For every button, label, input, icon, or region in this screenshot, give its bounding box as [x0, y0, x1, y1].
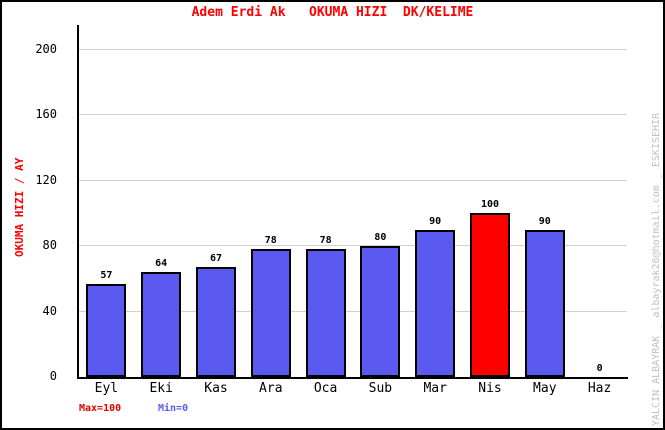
- gridline: [79, 179, 627, 181]
- y-tick-label: 40: [42, 303, 57, 318]
- bar: [250, 249, 291, 377]
- bar: [470, 213, 510, 377]
- x-tick-label: Kas: [204, 381, 228, 396]
- x-tick-label: Haz: [587, 381, 612, 396]
- x-tick-label: Eyl: [94, 381, 119, 396]
- min-annotation: Min=0: [158, 403, 189, 414]
- bar-value-label: 78: [264, 235, 277, 246]
- bar: [524, 230, 565, 377]
- bar-value-label: 64: [155, 258, 168, 269]
- y-tick-label: 120: [35, 172, 57, 187]
- gridline: [79, 114, 627, 116]
- x-tick-label: Oca: [313, 381, 338, 396]
- gridline: [79, 310, 627, 312]
- x-tick-label: Ara: [259, 381, 283, 396]
- plot-area: [77, 25, 628, 379]
- bar-value-label: 90: [429, 216, 442, 227]
- watermark-text: YALCIN ALBAYRAK _ albayrak26@hotmail.com…: [651, 112, 662, 426]
- bar-value-label: 0: [596, 363, 603, 374]
- x-tick-label: Mar: [423, 381, 447, 396]
- bar-value-label: 67: [209, 253, 223, 264]
- y-tick-label: 160: [35, 107, 57, 122]
- max-annotation: Max=100: [79, 403, 122, 414]
- bar: [196, 267, 236, 377]
- y-tick-label: 0: [49, 369, 57, 383]
- x-tick-label: Nis: [478, 381, 502, 396]
- bar-value-label: 80: [374, 232, 387, 243]
- bar: [415, 230, 456, 377]
- bar-value-label: 57: [100, 270, 113, 281]
- bar-value-label: 78: [319, 235, 332, 246]
- bar-value-label: 90: [538, 216, 551, 227]
- y-tick-label: 200: [35, 41, 57, 56]
- chart-title: Adem Erdi Ak OKUMA HIZI DK/KELIME: [191, 5, 474, 20]
- x-tick-label: Eki: [149, 381, 173, 396]
- bar: [86, 284, 127, 377]
- y-tick-label: 80: [42, 238, 57, 253]
- gridline: [79, 48, 627, 50]
- bar: [360, 246, 401, 377]
- x-tick-label: Sub: [368, 381, 393, 396]
- gridline: [79, 245, 627, 247]
- bar: [141, 272, 182, 377]
- bar-value-label: 100: [480, 199, 500, 210]
- bar: [305, 249, 346, 377]
- x-tick-label: May: [533, 381, 557, 396]
